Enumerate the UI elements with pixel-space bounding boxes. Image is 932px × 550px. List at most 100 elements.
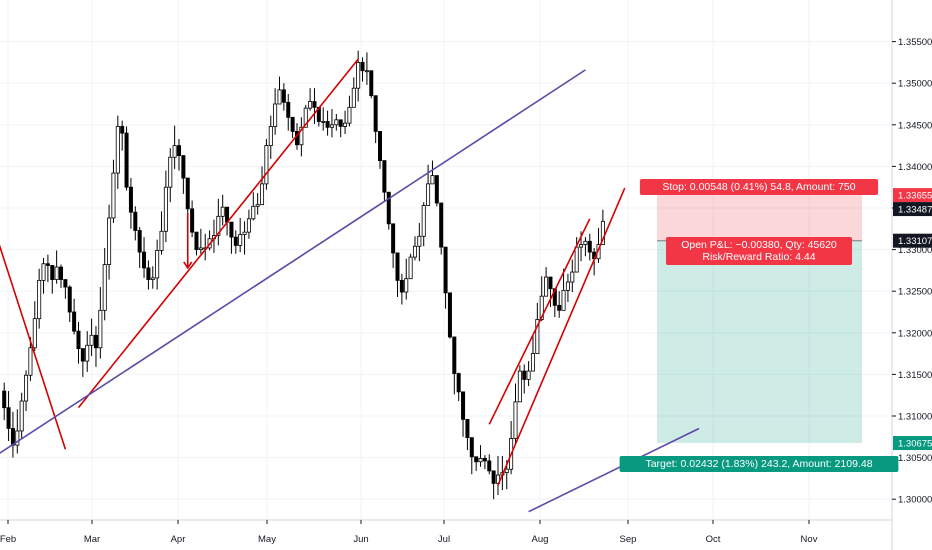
candle — [85, 331, 90, 372]
pnl-label-box-bg[interactable] — [666, 237, 852, 265]
candle-body-up — [570, 271, 575, 283]
candle — [168, 148, 173, 203]
target-label-box-bg[interactable] — [619, 456, 899, 472]
candle — [421, 202, 426, 247]
candle-body-down — [456, 373, 461, 393]
candle — [412, 236, 417, 261]
pnl-label-box[interactable]: Open P&L: −0.00380, Qty: 45620Risk/Rewar… — [666, 237, 852, 265]
price-tag: 1.30675 — [893, 436, 932, 451]
price-tag-bg — [893, 202, 932, 217]
candle — [299, 117, 304, 157]
candle — [491, 470, 496, 500]
trend-line[interactable] — [77, 58, 359, 409]
candle — [347, 95, 352, 127]
candle-body-up — [19, 400, 24, 432]
candle — [539, 276, 544, 322]
candle-body-up — [220, 206, 225, 217]
candle — [264, 138, 269, 190]
candle-body-down — [137, 230, 142, 253]
candle-body-up — [544, 276, 549, 297]
x-tick-label: Apr — [171, 534, 186, 545]
candle-body-down — [461, 391, 466, 420]
candle — [72, 298, 77, 335]
candle — [128, 178, 133, 229]
price-tag-label: 1.33107 — [898, 236, 932, 247]
trend-line[interactable] — [488, 218, 591, 425]
candle — [159, 211, 164, 255]
target-zone[interactable] — [657, 240, 862, 444]
candle-body-down — [45, 263, 50, 266]
candle — [321, 107, 326, 131]
candle — [59, 264, 64, 288]
candle — [325, 110, 330, 136]
x-tick-label: Feb — [0, 534, 16, 545]
trend-line[interactable] — [528, 427, 700, 513]
candle — [176, 138, 181, 171]
candle — [369, 70, 374, 99]
candle — [530, 335, 535, 372]
candle-body-up — [404, 278, 409, 293]
candle-body-up — [535, 319, 540, 355]
trend-line[interactable] — [497, 187, 626, 486]
candle-body-up — [417, 235, 422, 247]
candle — [399, 273, 404, 305]
position-tool[interactable] — [657, 195, 862, 444]
stop-label-box[interactable]: Stop: 0.00548 (0.41%) 54.8, Amount: 750 — [639, 179, 879, 195]
candle — [255, 193, 260, 215]
y-tick-label: 1.33000 — [898, 245, 932, 256]
candle — [408, 253, 413, 280]
candle-body-up — [155, 250, 160, 279]
candle-body-down — [286, 101, 291, 118]
candle-body-down — [76, 330, 81, 350]
trend-line[interactable] — [0, 233, 67, 450]
candle-body-up — [268, 126, 273, 146]
candle-body-down — [557, 304, 562, 311]
stop-zone[interactable] — [657, 195, 862, 241]
candle — [334, 113, 339, 131]
candle-body-up — [478, 458, 483, 463]
position-labels[interactable]: Stop: 0.00548 (0.41%) 54.8, Amount: 750 O… — [619, 179, 899, 472]
candle — [15, 409, 20, 454]
candle-body-up — [421, 205, 426, 237]
trend-line[interactable] — [0, 69, 586, 456]
candle — [456, 372, 461, 402]
candle — [600, 209, 605, 246]
candle-body-down — [176, 145, 181, 156]
candle-body-up — [172, 145, 177, 158]
candle-body-down — [391, 223, 396, 254]
candle — [452, 336, 457, 395]
candle — [111, 159, 116, 223]
candle — [181, 155, 186, 194]
candle — [146, 260, 151, 290]
candle-body-up — [412, 245, 417, 258]
candle-body-down — [439, 202, 444, 248]
candle-body-down — [190, 208, 195, 233]
candle — [198, 228, 203, 254]
candle — [37, 268, 42, 329]
candle-body-up — [574, 246, 579, 273]
candle — [150, 266, 155, 289]
candle-body-up — [504, 468, 509, 473]
candle-body-down — [474, 456, 479, 463]
candle — [89, 318, 94, 357]
y-tick-label: 1.31000 — [898, 412, 932, 423]
target-label-box[interactable]: Target: 0.02432 (1.83%) 243.2, Amount: 2… — [619, 456, 899, 472]
candle — [338, 119, 343, 138]
drawing-annotations[interactable] — [0, 58, 700, 513]
candle-body-up — [115, 126, 120, 174]
candle-body-up — [530, 353, 535, 372]
stop-label-box-bg[interactable] — [639, 179, 879, 195]
candle-body-down — [382, 160, 387, 193]
candle-body-up — [356, 62, 361, 89]
candle — [45, 254, 50, 283]
arrow-head-down-icon[interactable] — [183, 261, 193, 270]
candle-body-up — [98, 309, 103, 349]
candle-body-up — [343, 122, 348, 127]
price-tag: 1.33655 — [893, 188, 932, 203]
candle — [41, 257, 46, 294]
candle — [386, 191, 391, 230]
candle-body-down — [395, 252, 400, 281]
price-tag-label: 1.33655 — [898, 191, 932, 202]
